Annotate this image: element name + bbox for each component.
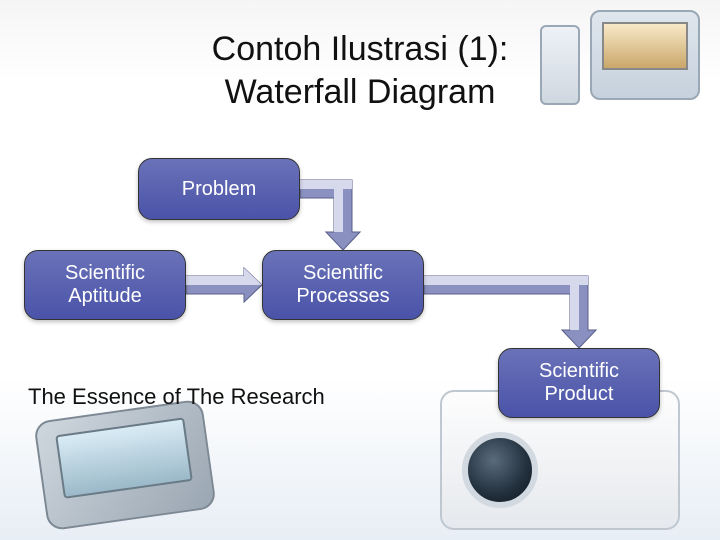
node-aptitude-label: Scientific Aptitude — [65, 262, 145, 308]
node-product: Scientific Product — [498, 348, 660, 418]
node-product-label: Scientific Product — [539, 360, 619, 406]
node-problem-label: Problem — [182, 178, 256, 201]
node-aptitude: Scientific Aptitude — [24, 250, 186, 320]
node-processes: Scientific Processes — [262, 250, 424, 320]
node-processes-label: Scientific Processes — [296, 262, 389, 308]
arrow-problem-to-processes — [300, 180, 360, 250]
essence-caption: The Essence of The Research — [28, 384, 325, 410]
arrow-processes-to-product — [424, 276, 596, 348]
node-problem: Problem — [138, 158, 300, 220]
arrow-aptitude-to-processes — [186, 268, 262, 302]
